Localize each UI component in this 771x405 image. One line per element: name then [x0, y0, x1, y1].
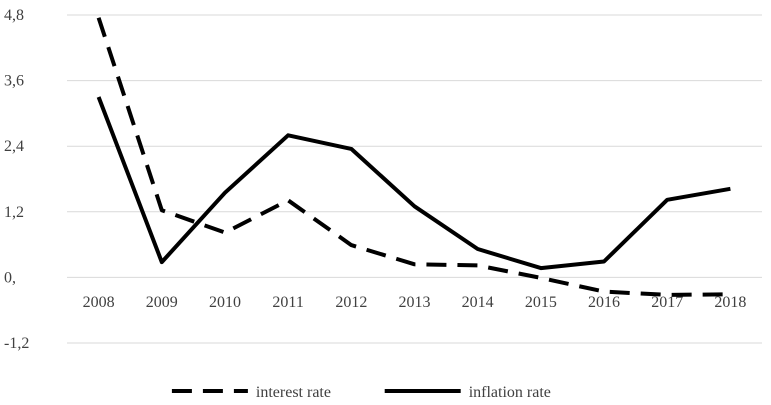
interest-rate-line: [96, 17, 731, 297]
legend-label-interest-rate: interest rate: [256, 384, 331, 401]
y-tick-label: 0,: [4, 269, 16, 286]
x-axis-tick-labels: 2008 2009 2010 2011 2012 2013 2014 2015 2016 2017…: [83, 294, 747, 311]
x-tick-label: 2017: [651, 294, 683, 311]
y-axis-tick-labels: 4,8 3,6 2,4 1,2 0, -1,2: [4, 7, 29, 352]
y-tick-label: 3,6: [4, 73, 24, 90]
x-tick-label: 2010: [209, 294, 241, 311]
x-tick-label: 2014: [462, 294, 494, 311]
series-lines: [96, 17, 731, 297]
x-tick-label: 2008: [83, 294, 115, 311]
x-tick-label: 2018: [714, 294, 746, 311]
legend: interest rate inflation rate: [171, 384, 551, 401]
gridlines: [67, 14, 762, 344]
y-tick-label: 1,2: [4, 204, 24, 221]
x-tick-label: 2009: [146, 294, 178, 311]
x-tick-label: 2015: [525, 294, 557, 311]
y-tick-label: 2,4: [4, 138, 24, 155]
y-tick-label: 4,8: [4, 7, 24, 24]
inflation-rate-line: [96, 96, 731, 271]
legend-label-inflation-rate: inflation rate: [469, 384, 551, 401]
x-tick-label: 2013: [399, 294, 431, 311]
x-tick-label: 2012: [335, 294, 367, 311]
y-tick-label: -1,2: [4, 335, 29, 352]
x-tick-label: 2011: [272, 294, 303, 311]
x-tick-label: 2016: [588, 294, 620, 311]
